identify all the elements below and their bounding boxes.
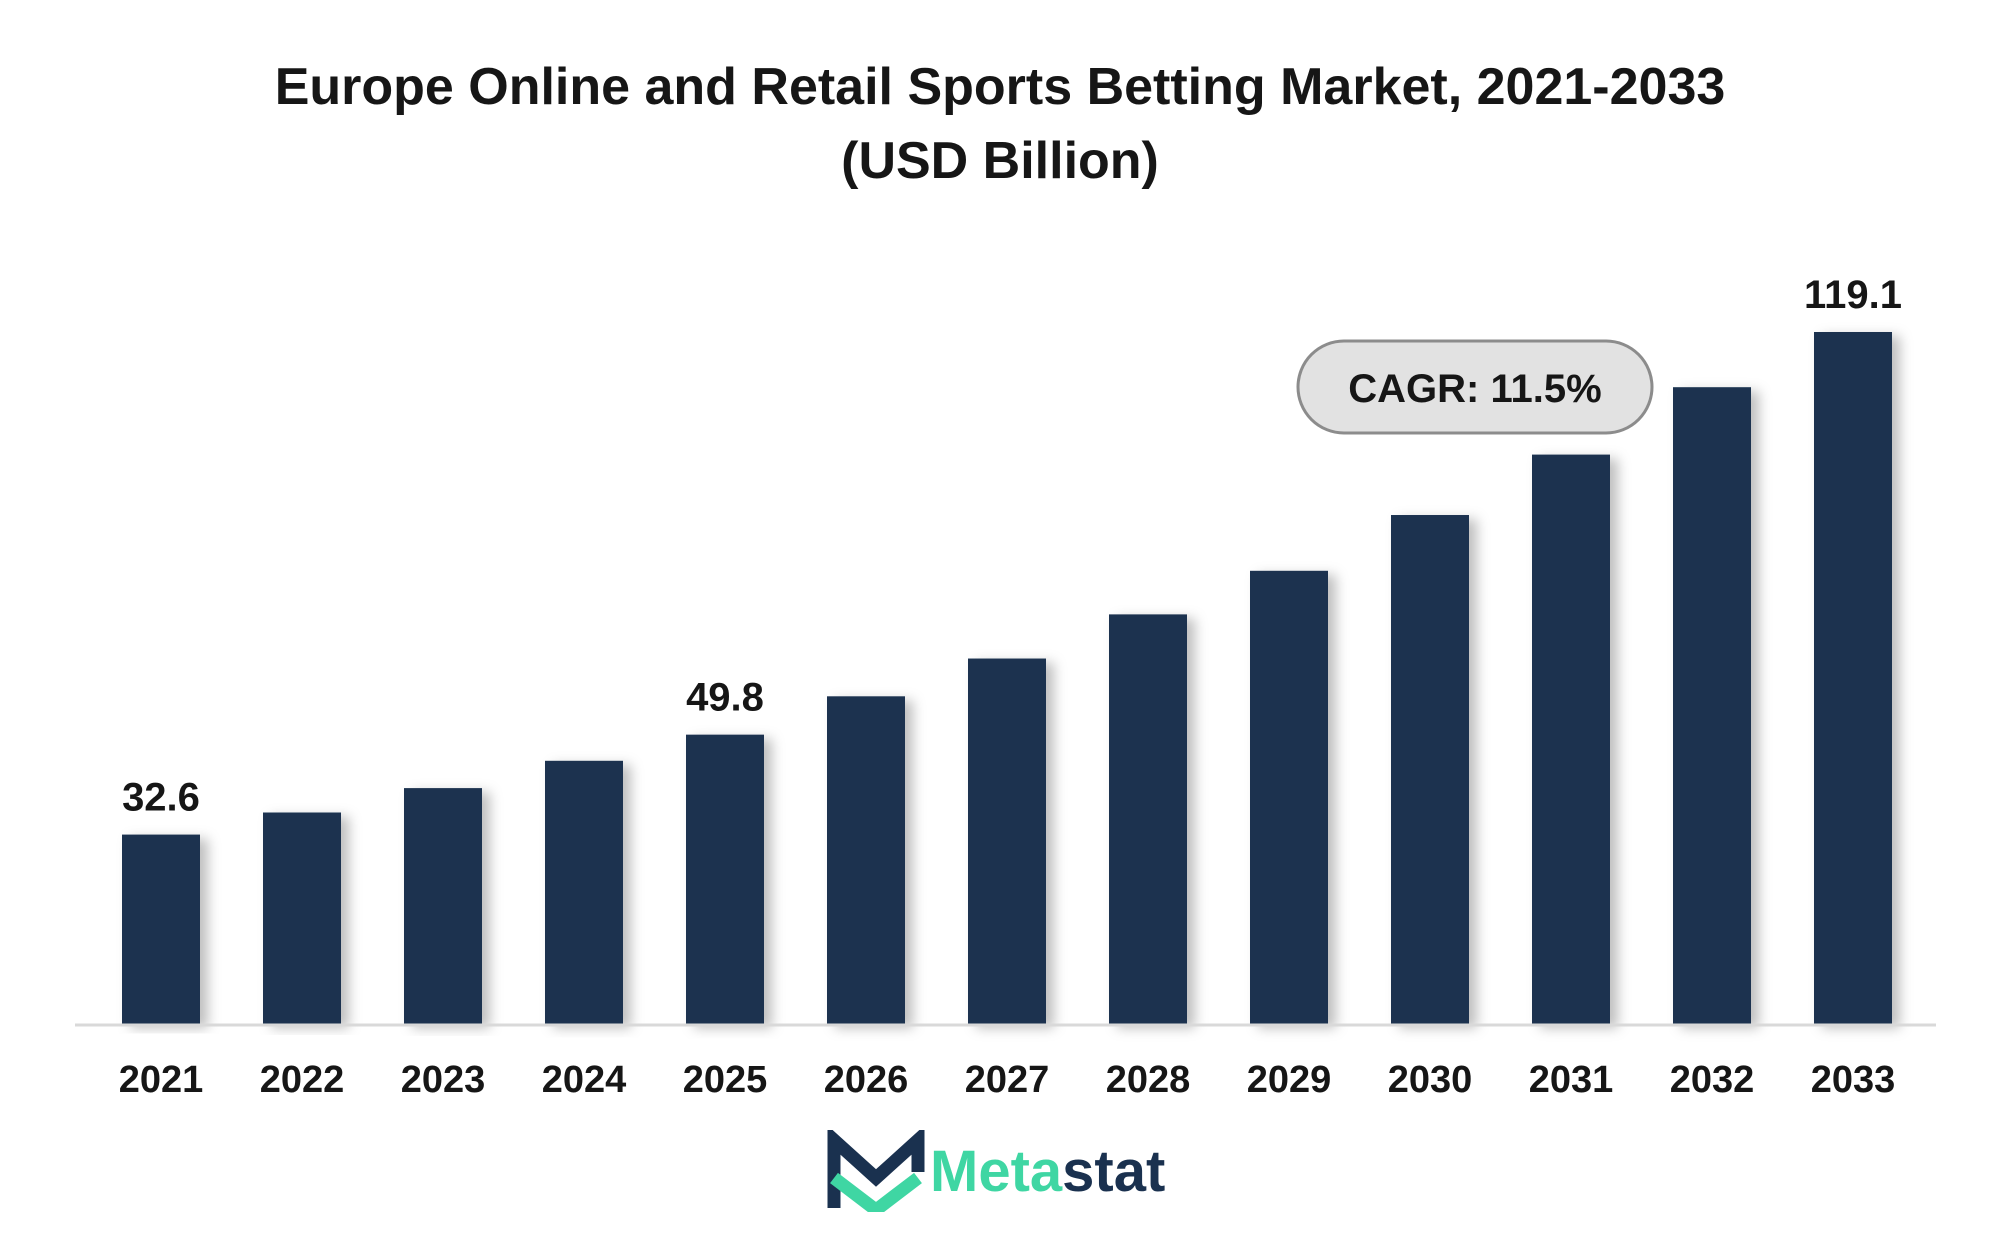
data-label-2025: 49.8 (686, 676, 764, 720)
bar-2021 (122, 834, 200, 1024)
x-tick-label-2024: 2024 (542, 1059, 627, 1101)
x-tick-label-2029: 2029 (1247, 1059, 1332, 1101)
bar-2026 (827, 696, 905, 1024)
logo-wordmark-stat: stat (1062, 1138, 1166, 1204)
data-label-2033: 119.1 (1804, 273, 1902, 317)
bars-group (122, 332, 1892, 1024)
x-tick-label-2028: 2028 (1106, 1059, 1191, 1101)
logo-wordmark: Metastat (930, 1138, 1165, 1205)
cagr-badge-bg (1296, 339, 1654, 435)
x-tick-label-2033: 2033 (1811, 1059, 1896, 1101)
cagr-badge: CAGR: 11.5% (1296, 339, 1654, 435)
bar-2027 (968, 658, 1046, 1024)
x-tick-label-2031: 2031 (1529, 1059, 1614, 1101)
x-tick-label-2030: 2030 (1388, 1059, 1473, 1101)
chart-subtitle: (USD Billion) (841, 132, 1159, 190)
data-labels: 32.6 49.8 119.1 (122, 273, 1902, 820)
x-tick-label-2032: 2032 (1670, 1059, 1755, 1101)
bar-2024 (545, 760, 623, 1024)
bar-2022 (263, 812, 341, 1024)
x-tick-label-2023: 2023 (401, 1059, 486, 1101)
bar-2023 (404, 788, 482, 1024)
data-label-2021: 32.6 (122, 776, 200, 820)
bar-2031 (1532, 454, 1610, 1024)
x-tick-label-2021: 2021 (119, 1059, 204, 1101)
cagr-label: CAGR: 11.5% (1348, 367, 1601, 411)
chart-title: Europe Online and Retail Sports Betting … (0, 50, 2000, 198)
bar-2029 (1250, 570, 1328, 1024)
logo-wordmark-meta: Meta (930, 1138, 1063, 1204)
bar-2030 (1391, 515, 1469, 1024)
x-tick-label-2025: 2025 (683, 1059, 768, 1101)
x-tick-label-2026: 2026 (824, 1059, 909, 1101)
bar-2028 (1109, 614, 1187, 1024)
chart-title-line1: Europe Online and Retail Sports Betting … (274, 58, 1726, 116)
bar-2032 (1673, 387, 1751, 1024)
bar-2033 (1814, 332, 1892, 1024)
bar-2025 (686, 734, 764, 1024)
metastat-logo: Metastat (826, 1130, 1165, 1212)
x-tick-label-2022: 2022 (260, 1059, 345, 1101)
x-tick-labels: 2021 2022 2023 2024 2025 2026 2027 2028 2029 2030… (119, 1059, 1896, 1101)
x-tick-label-2027: 2027 (965, 1059, 1050, 1101)
metastat-logo-mark (827, 1130, 925, 1212)
